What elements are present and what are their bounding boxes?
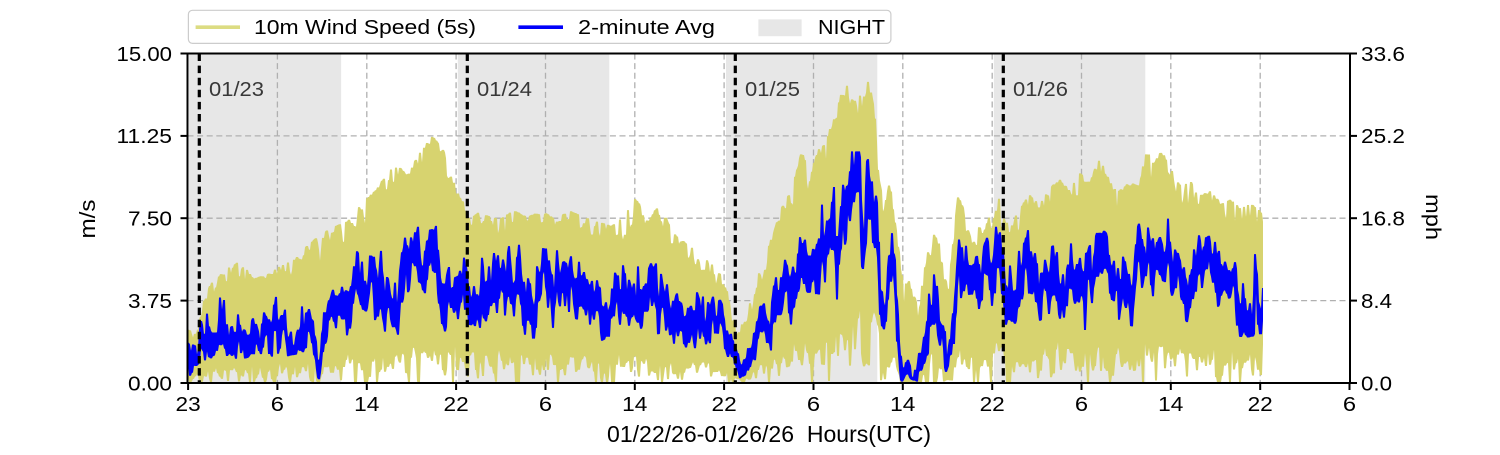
svg-text:33.6: 33.6	[1361, 43, 1405, 66]
svg-text:7.50: 7.50	[128, 208, 172, 231]
svg-text:15.00: 15.00	[117, 43, 173, 66]
svg-text:3.75: 3.75	[128, 290, 172, 313]
svg-text:22: 22	[444, 393, 469, 416]
svg-text:01/26: 01/26	[1013, 78, 1068, 101]
svg-text:0.00: 0.00	[128, 372, 172, 395]
svg-text:01/24: 01/24	[477, 78, 532, 101]
svg-text:NIGHT: NIGHT	[818, 17, 885, 39]
svg-text:8.4: 8.4	[1361, 290, 1392, 313]
svg-text:23: 23	[176, 393, 201, 416]
svg-text:16.8: 16.8	[1361, 208, 1405, 231]
svg-text:6: 6	[271, 393, 284, 416]
svg-text:11.25: 11.25	[117, 125, 173, 148]
svg-text:6: 6	[1343, 393, 1356, 416]
svg-text:2-minute Avg: 2-minute Avg	[578, 17, 715, 39]
svg-text:mph: mph	[1421, 194, 1444, 240]
svg-text:14: 14	[890, 393, 915, 416]
svg-text:25.2: 25.2	[1361, 125, 1405, 148]
svg-text:0.0: 0.0	[1361, 372, 1392, 395]
svg-text:m/s: m/s	[75, 200, 100, 239]
svg-text:14: 14	[622, 393, 647, 416]
svg-text:10m Wind Speed (5s): 10m Wind Speed (5s)	[254, 17, 476, 39]
svg-text:01/23: 01/23	[209, 78, 264, 101]
svg-text:01/22/26-01/26/26 Hours(UTC): 01/22/26-01/26/26 Hours(UTC)	[607, 421, 931, 447]
svg-text:01/25: 01/25	[745, 78, 800, 101]
svg-text:14: 14	[1158, 393, 1183, 416]
svg-text:6: 6	[539, 393, 552, 416]
svg-text:22: 22	[980, 393, 1005, 416]
svg-text:14: 14	[354, 393, 379, 416]
svg-text:22: 22	[1248, 393, 1273, 416]
svg-text:6: 6	[807, 393, 820, 416]
svg-text:6: 6	[1075, 393, 1088, 416]
svg-text:22: 22	[712, 393, 737, 416]
